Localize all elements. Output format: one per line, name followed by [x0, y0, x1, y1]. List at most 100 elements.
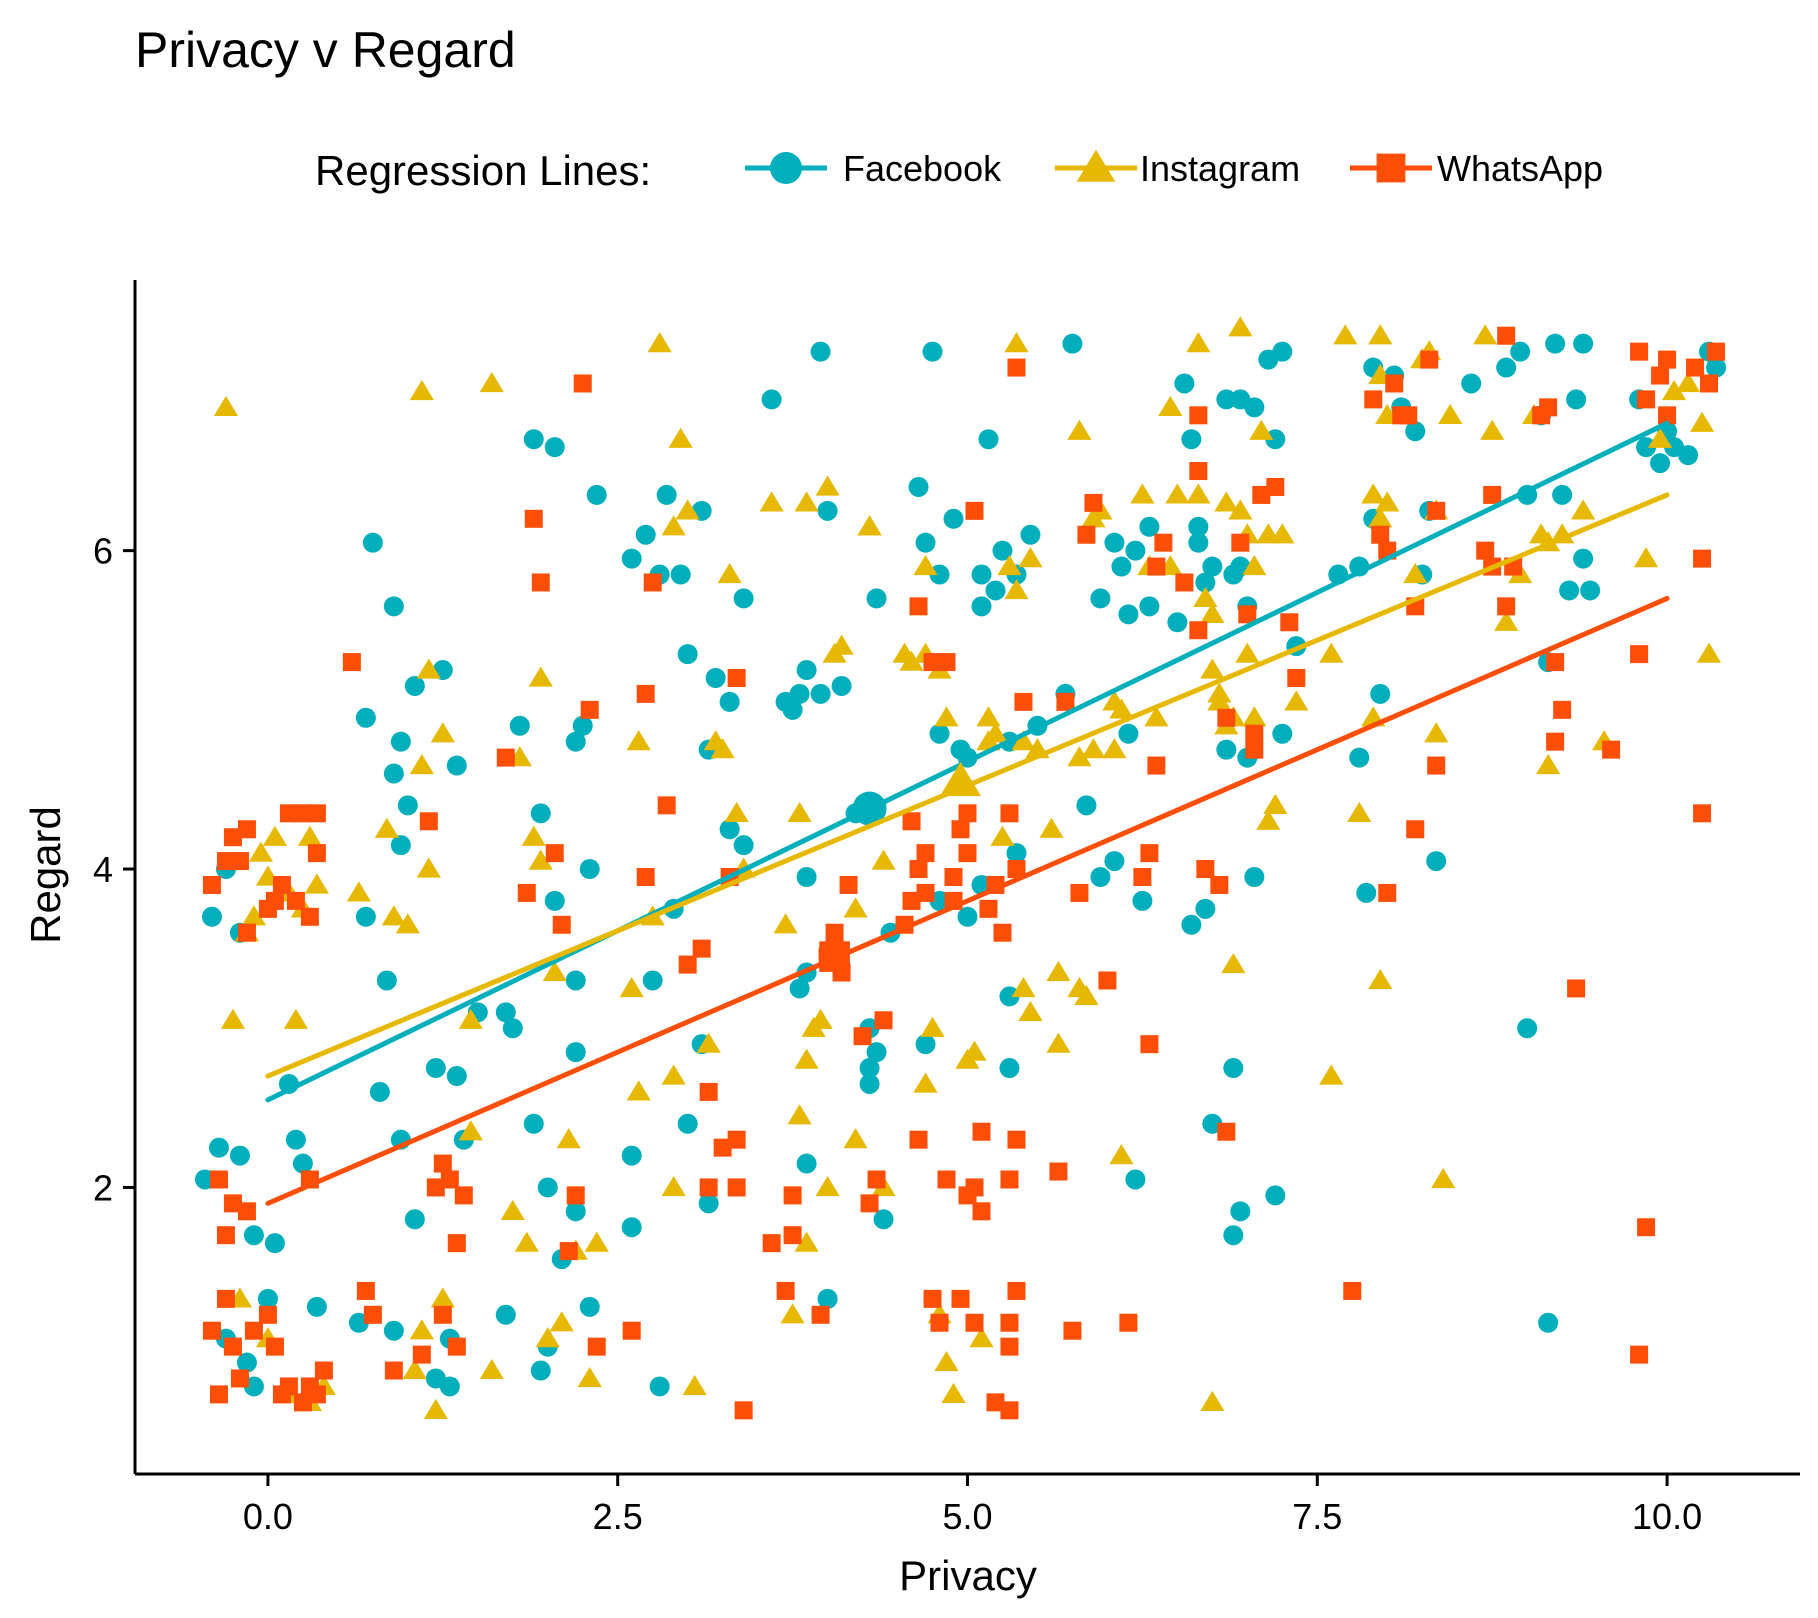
legend-key-marker [770, 152, 802, 184]
data-point [1186, 483, 1211, 504]
data-point [426, 1178, 445, 1197]
data-point [1497, 326, 1516, 345]
data-point [1265, 1185, 1286, 1206]
data-point [913, 1072, 938, 1093]
data-point [761, 389, 782, 410]
regression-line-whatsapp [265, 595, 1670, 1206]
data-point [976, 706, 1001, 727]
data-point [929, 723, 950, 744]
data-point [920, 1016, 945, 1037]
data-point [514, 1231, 539, 1252]
data-point [1195, 898, 1216, 919]
data-point [867, 1170, 886, 1189]
x-tick-label: 2.5 [593, 1496, 643, 1537]
data-point [409, 1319, 434, 1340]
data-point [201, 906, 222, 927]
data-point [958, 844, 977, 863]
data-point [573, 374, 592, 393]
data-point [1517, 1018, 1538, 1039]
legend-label: Instagram [1140, 148, 1300, 189]
data-point [537, 1177, 558, 1198]
data-point [243, 1225, 264, 1246]
legend-label: Facebook [843, 148, 1002, 189]
data-point [1426, 851, 1447, 872]
data-point [1140, 1035, 1159, 1054]
data-point [1007, 1130, 1026, 1149]
data-point [1476, 541, 1495, 560]
data-point [657, 796, 676, 815]
data-point [1202, 556, 1223, 577]
data-point [430, 722, 455, 743]
data-point [1270, 523, 1295, 544]
data-point [1333, 324, 1358, 345]
data-point [1189, 462, 1208, 481]
data-point [787, 801, 812, 822]
data-point [1175, 573, 1194, 592]
data-point [780, 1303, 805, 1324]
data-point [1245, 724, 1264, 743]
data-point [1007, 358, 1026, 377]
data-point [1181, 914, 1202, 935]
data-point [682, 1374, 707, 1396]
data-point [1011, 976, 1036, 998]
data-point [934, 1351, 959, 1372]
data-points [194, 316, 1727, 1420]
data-point [957, 906, 978, 927]
data-point [1378, 883, 1397, 902]
data-point [1242, 706, 1267, 727]
data-point [908, 476, 929, 497]
data-point [1104, 532, 1125, 553]
data-point [817, 1288, 838, 1309]
data-point [922, 341, 943, 362]
data-point [923, 1289, 942, 1308]
data-point [1424, 722, 1449, 743]
data-point [402, 1359, 427, 1380]
data-point [951, 820, 970, 839]
data-point [1147, 756, 1166, 775]
data-point [447, 1337, 466, 1356]
data-point [264, 1233, 285, 1254]
data-point [241, 905, 267, 926]
data-point [626, 730, 651, 751]
data-point [439, 1376, 460, 1397]
data-point [839, 875, 858, 894]
data-point [1090, 588, 1111, 609]
data-point [1573, 333, 1594, 354]
data-point [1566, 389, 1587, 410]
data-point [363, 1305, 382, 1324]
data-point [1658, 406, 1677, 425]
data-point [1545, 333, 1566, 354]
data-point [983, 722, 1008, 743]
data-point [531, 573, 550, 592]
data-point [383, 763, 404, 784]
data-point [675, 499, 700, 520]
data-point [355, 906, 376, 927]
data-point [965, 501, 984, 520]
data-point [1399, 406, 1418, 425]
data-point [1090, 867, 1111, 887]
data-point [1077, 525, 1096, 544]
data-point [528, 849, 553, 870]
data-point [944, 868, 963, 886]
data-point [559, 1242, 578, 1261]
data-point [783, 1186, 802, 1205]
data-point [265, 1337, 284, 1356]
data-point [1056, 692, 1075, 711]
data-point [1214, 491, 1239, 512]
data-point [586, 484, 607, 505]
data-point [584, 1231, 609, 1252]
data-point [1200, 1390, 1225, 1411]
data-point [1132, 890, 1153, 911]
data-point [1196, 860, 1215, 879]
data-point [1634, 547, 1659, 568]
data-point [579, 859, 600, 880]
data-point [1637, 1218, 1656, 1237]
data-point [661, 1064, 686, 1085]
data-point [1349, 747, 1370, 768]
data-point [1062, 333, 1083, 354]
data-point [1630, 342, 1649, 361]
data-point [1650, 453, 1671, 474]
data-point [727, 1130, 746, 1149]
data-point [643, 573, 662, 592]
data-point [1102, 738, 1127, 759]
